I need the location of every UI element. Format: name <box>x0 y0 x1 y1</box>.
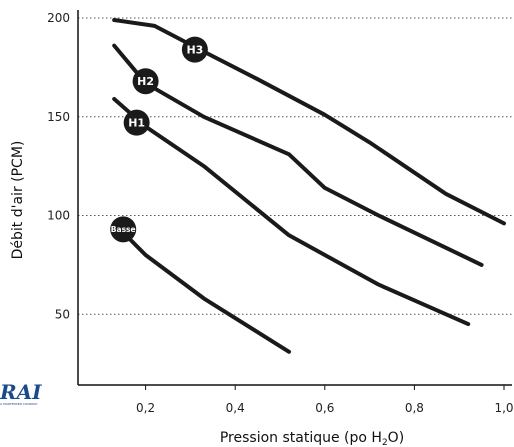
x-tick-label: 0,6 <box>315 401 334 415</box>
series-badge-h1: H1 <box>123 109 150 136</box>
x-ticks: 0,2 0,4 0,6 0,8 1,0 <box>136 385 514 415</box>
badge-circle <box>181 36 208 63</box>
x-tick-label: 0,4 <box>226 401 245 415</box>
badge-circle <box>110 216 137 243</box>
badge-label: H2 <box>137 75 154 88</box>
series-line-h1 <box>112 97 471 327</box>
badge-label: H1 <box>128 117 145 130</box>
x-axis-title: Pression statique (po H2O) <box>220 430 404 447</box>
series-badge-h2: H2 <box>132 68 159 95</box>
x-tick-label: 0,8 <box>405 401 424 415</box>
badge-circle <box>132 68 159 95</box>
series-line-h3 <box>112 18 506 226</box>
rai-logo: RAI A MORTENSEN COMPANY <box>0 382 44 418</box>
badge-label: Basse <box>111 225 136 234</box>
badge-circle <box>123 109 150 136</box>
series-badge-basse: Basse <box>110 216 137 243</box>
y-tick-label: 150 <box>47 110 70 124</box>
y-tick-label: 100 <box>47 209 70 223</box>
series-badge-h3: H3 <box>181 36 208 63</box>
x-tick-label: 0,2 <box>136 401 155 415</box>
y-axis-title: Débit d'air (PCM) <box>10 141 26 260</box>
series-line-basse <box>112 221 291 354</box>
series-labels: H3 H2 H1 Basse <box>110 36 208 243</box>
logo-tagline: A MORTENSEN COMPANY <box>0 402 38 406</box>
axes <box>77 10 512 386</box>
y-tick-label: 50 <box>55 307 70 321</box>
x-tick-label: 1,0 <box>494 401 513 415</box>
grid-lines <box>78 17 512 315</box>
badge-label: H3 <box>186 44 203 57</box>
y-ticks: 50 100 150 200 <box>47 11 70 321</box>
logo-wordmark: RAI <box>0 380 42 404</box>
y-tick-label: 200 <box>47 11 70 25</box>
series-line-h2 <box>112 43 484 267</box>
series-lines <box>112 18 506 354</box>
